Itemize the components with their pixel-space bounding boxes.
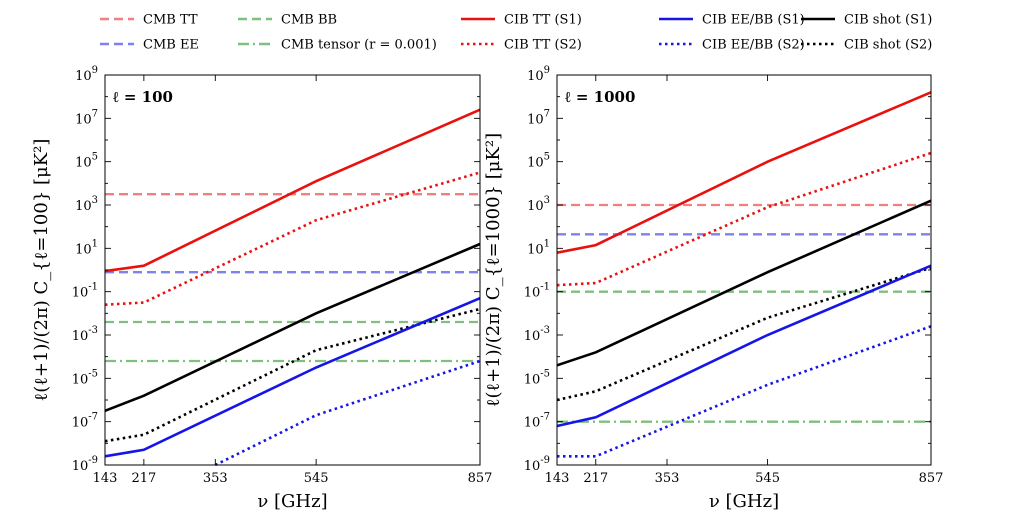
y-axis-title: ℓ(ℓ+1)/(2π) C_{ℓ=1000} [μK²] [483, 133, 504, 407]
y-tick-label: 103 [75, 195, 98, 214]
legend-label-cib_shot_s2: CIB shot (S2) [844, 38, 932, 53]
legend-label-cib_eebb_s2: CIB EE/BB (S2) [702, 38, 805, 53]
x-tick-label: 545 [304, 471, 329, 486]
legend-item-cmb_tensor: CMB tensor (r = 0.001) [238, 38, 437, 53]
series-line-cib_shot_s2 [104, 307, 481, 443]
series-line-cib_eebb_s1 [104, 297, 481, 458]
y-tick-label: 101 [75, 238, 98, 257]
series-line-cib_eebb_s2 [557, 325, 932, 458]
y-tick-label: 109 [75, 65, 98, 84]
series-line-cib_shot_s1 [556, 199, 932, 367]
y-tick-label: 10-3 [524, 325, 550, 344]
y-tick-label: 10-5 [72, 368, 98, 387]
legend-item-cib_shot_s1: CIB shot (S1) [801, 13, 932, 28]
y-tick-label: 107 [75, 108, 98, 127]
series-line-cib_shot_s1 [104, 242, 481, 413]
axes-frame [556, 74, 932, 466]
y-tick-label: 10-7 [72, 412, 98, 431]
x-tick-label: 857 [468, 471, 493, 486]
x-tick-label: 353 [203, 471, 228, 486]
legend-item-cib_tt_s2: CIB TT (S2) [461, 38, 582, 53]
x-tick-label: 857 [919, 471, 944, 486]
x-axis: 143 217 353 545 857 [545, 75, 944, 486]
y-axis: 10-9 10-7 10-5 10-3 10-1 101 103 105 107 109 [524, 65, 931, 474]
x-tick-label: 143 [545, 471, 570, 486]
y-tick-label: 105 [75, 152, 98, 171]
x-tick-label: 545 [755, 471, 780, 486]
y-axis-title: ℓ(ℓ+1)/(2π) C_{ℓ=100} [μK²] [31, 139, 52, 402]
legend-label-cmb_tensor: CMB tensor (r = 0.001) [281, 38, 437, 53]
legend-item-cmb_bb: CMB BB [238, 13, 337, 28]
panel-ell-100: 10-9 10-7 10-5 10-3 10-1 101 103 105 107 109 143 21… [31, 65, 492, 512]
legend-item-cib_tt_s1: CIB TT (S1) [461, 13, 582, 28]
plot-area [104, 108, 481, 467]
y-tick-label: 10-7 [524, 412, 550, 431]
y-tick-label: 107 [527, 108, 550, 127]
legend-item-cmb_tt: CMB TT [100, 13, 198, 28]
y-axis: 10-9 10-7 10-5 10-3 10-1 101 103 105 107 109 [72, 65, 480, 474]
y-tick-label: 109 [527, 65, 550, 84]
x-axis: 143 217 353 545 857 [93, 75, 493, 486]
series-line-cib_tt_s1 [556, 91, 932, 254]
y-tick-label: 105 [527, 152, 550, 171]
legend-item-cib_shot_s2: CIB shot (S2) [801, 38, 932, 53]
legend-label-cmb_bb: CMB BB [281, 13, 337, 28]
y-tick-label: 10-3 [72, 325, 98, 344]
legend-label-cmb_tt: CMB TT [143, 13, 198, 28]
legend-label-cmb_ee: CMB EE [143, 38, 199, 53]
y-tick-label: 10-9 [524, 455, 550, 474]
plot-area [556, 91, 932, 458]
x-tick-label: 217 [583, 471, 608, 486]
panel-ell-1000: 10-9 10-7 10-5 10-3 10-1 101 103 105 107 109 143 21… [483, 65, 943, 512]
y-tick-label: 10-5 [524, 368, 550, 387]
ell-annotation: ℓ = 1000 [565, 88, 635, 106]
y-tick-label: 10-9 [72, 455, 98, 474]
legend-label-cib_tt_s2: CIB TT (S2) [504, 38, 582, 53]
x-tick-label: 143 [93, 471, 118, 486]
y-tick-label: 103 [527, 195, 550, 214]
x-tick-label: 217 [131, 471, 156, 486]
legend-label-cib_shot_s1: CIB shot (S1) [844, 13, 932, 28]
ell-annotation: ℓ = 100 [113, 88, 173, 106]
legend-item-cmb_ee: CMB EE [100, 38, 199, 53]
x-tick-label: 353 [655, 471, 680, 486]
series-line-cib_shot_s2 [556, 266, 932, 402]
series-line-cib_eebb_s2 [214, 359, 481, 467]
legend: CMB TT CMB EE CMB BB CMB tensor (r = 0.001)… [100, 13, 932, 53]
series-line-cib_tt_s2 [556, 151, 932, 287]
legend-label-cib_tt_s1: CIB TT (S1) [504, 13, 582, 28]
y-tick-label: 10-1 [524, 282, 550, 301]
series-line-cib_tt_s1 [104, 108, 481, 273]
x-axis-title: ν [GHz] [709, 491, 779, 512]
legend-label-cib_eebb_s1: CIB EE/BB (S1) [702, 13, 805, 28]
series-line-cib_tt_s2 [104, 171, 481, 306]
series-line-cib_eebb_s1 [556, 264, 932, 428]
x-axis-title: ν [GHz] [257, 491, 327, 512]
y-tick-label: 101 [527, 238, 550, 257]
y-tick-label: 10-1 [72, 282, 98, 301]
legend-item-cib_eebb_s2: CIB EE/BB (S2) [659, 38, 805, 53]
legend-item-cib_eebb_s1: CIB EE/BB (S1) [659, 13, 805, 28]
